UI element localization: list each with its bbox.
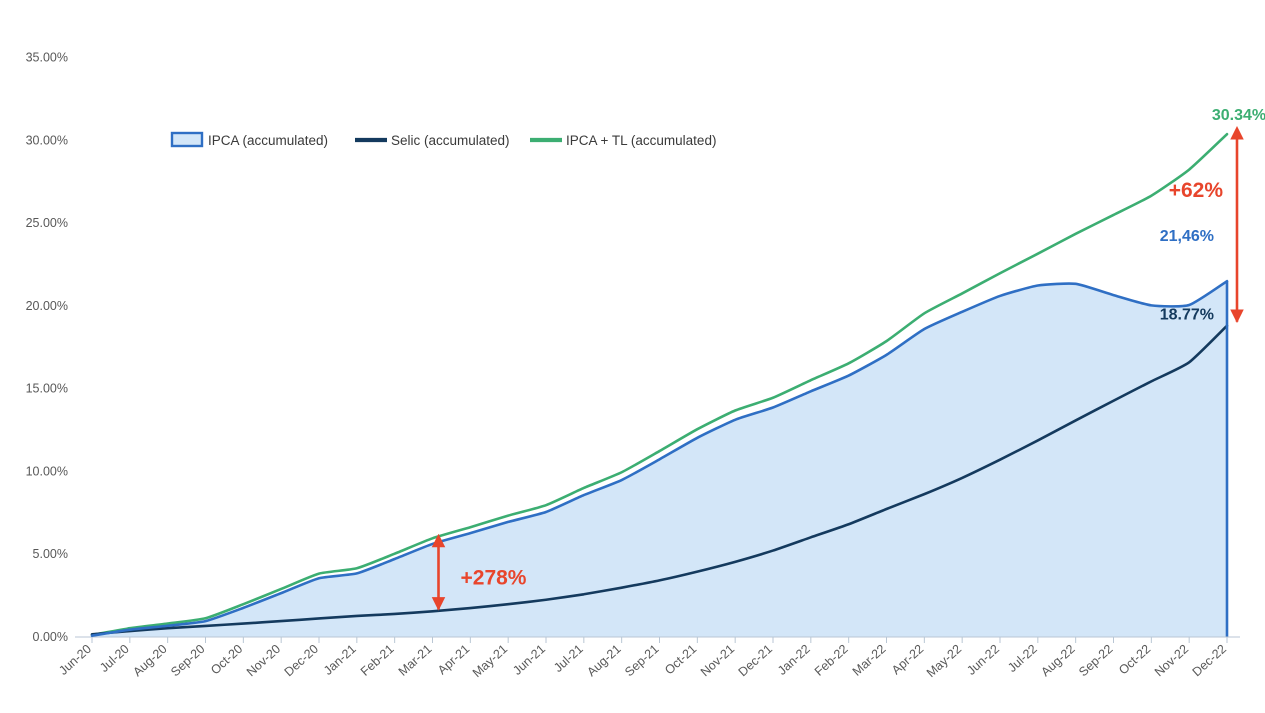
y-axis-tick-label: 25.00%	[26, 216, 68, 230]
x-axis-tick-label: Jul-22	[1005, 642, 1040, 675]
x-axis-tick-label: Apr-22	[889, 642, 926, 678]
x-axis-tick-label: Oct-22	[1116, 642, 1153, 678]
annotation-label-selic-end: 18.77%	[1160, 307, 1214, 324]
x-axis-tick-label: Aug-22	[1038, 642, 1077, 679]
y-axis-tick-label: 0.00%	[33, 630, 68, 644]
legend-label: IPCA (accumulated)	[208, 133, 328, 148]
x-axis-tick-label: Feb-21	[358, 642, 397, 679]
x-axis-tick-label: Jul-21	[551, 642, 586, 675]
x-axis-tick-label: Sep-21	[622, 642, 661, 679]
series-line-selic	[90, 324, 1229, 636]
y-axis-tick-label: 10.00%	[26, 464, 68, 478]
x-axis-tick-label: Dec-21	[736, 642, 775, 679]
x-axis-tick-label: Aug-20	[130, 642, 169, 679]
x-axis-tick-label: Jan-21	[321, 642, 359, 678]
x-axis-tick-label: Dec-20	[282, 642, 321, 679]
x-axis-tick-label: Nov-22	[1152, 642, 1191, 679]
x-axis-tickmarks	[91, 637, 1228, 643]
series-lines	[90, 132, 1229, 637]
legend-item-0[interactable]: IPCA (accumulated)	[170, 131, 328, 148]
legend-item-1[interactable]: Selic (accumulated)	[355, 133, 510, 148]
x-axis-tick-label: Sep-22	[1076, 642, 1115, 679]
series-line-ipca	[90, 132, 1229, 637]
annotation-label-278: +278%	[461, 567, 527, 590]
x-axis-tick-label: May-21	[470, 642, 510, 680]
y-axis-tick-label: 30.00%	[26, 133, 68, 147]
x-axis-tick-label: May-22	[924, 642, 964, 680]
x-axis-tick-label: Oct-21	[662, 642, 699, 678]
annotation-label-ipca-end: 21,46%	[1160, 228, 1214, 245]
x-axis-tick-label: Jun-22	[964, 642, 1002, 678]
y-axis-tick-labels: 0.00% 5.00% 10.00% 15.00% 20.00% 25.00% 30.00%…	[26, 51, 68, 645]
x-axis-tick-label: Nov-20	[244, 642, 283, 679]
x-axis-tick-label: Aug-21	[584, 642, 623, 679]
y-axis-tick-label: 5.00%	[33, 547, 68, 561]
x-axis-tick-label: Nov-21	[698, 642, 737, 679]
ipca-area-fill	[92, 281, 1227, 637]
y-axis-tick-label: 35.00%	[26, 51, 68, 65]
annotation-label-ipca-tl-end: 30.34%	[1212, 107, 1265, 124]
x-axis-tick-label: Jun-20	[56, 642, 94, 678]
x-axis-tick-label: Apr-21	[435, 642, 472, 678]
x-axis-tick-label: Sep-20	[168, 642, 207, 679]
legend-item-2[interactable]: IPCA + TL (accumulated)	[530, 133, 716, 148]
x-axis-tick-label: Feb-22	[812, 642, 851, 679]
legend-swatch-box	[170, 131, 204, 148]
x-axis-tick-label: Jun-21	[510, 642, 548, 678]
legend-label: Selic (accumulated)	[391, 133, 510, 148]
chart-annotations: +278% +62% 30.34% 21,46% 18.77%	[431, 107, 1265, 611]
x-axis-tick-label: Dec-22	[1190, 642, 1229, 679]
x-axis-tick-label: Jan-22	[775, 642, 813, 678]
annotation-label-62: +62%	[1169, 179, 1224, 202]
y-axis-tick-label: 20.00%	[26, 299, 68, 313]
series-line-ipca	[90, 279, 1229, 637]
x-axis-tick-label: Jul-20	[97, 642, 132, 675]
series-area-fills	[92, 281, 1227, 637]
chart-legend[interactable]: IPCA (accumulated) Selic (accumulated) IPC…	[170, 131, 716, 148]
x-axis-tick-label: Mar-21	[396, 642, 435, 679]
x-axis-tick-label: Oct-20	[208, 642, 245, 678]
legend-label: IPCA + TL (accumulated)	[566, 133, 716, 148]
x-axis-tick-label: Mar-22	[850, 642, 889, 679]
y-axis-tick-label: 15.00%	[26, 382, 68, 396]
